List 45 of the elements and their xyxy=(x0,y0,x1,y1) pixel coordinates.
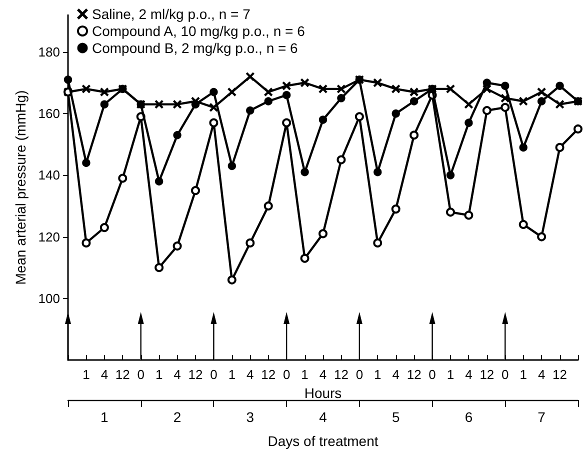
x-tick-label: 0 xyxy=(502,367,509,382)
x-tick-label: 12 xyxy=(115,367,130,382)
x-tick-label: 4 xyxy=(465,367,472,382)
x-tick-label: 4 xyxy=(392,367,400,382)
x-tick-label: 1 xyxy=(520,367,527,382)
x-tick-label: 1 xyxy=(82,367,90,382)
x2-tick-label: 4 xyxy=(319,409,328,425)
x-tick-label: 12 xyxy=(406,367,422,382)
x-tick-label: 0 xyxy=(137,367,144,382)
x-tick-label: 1 xyxy=(374,367,382,382)
x2-tick-label: 2 xyxy=(173,409,182,425)
x-tick-label: 1 xyxy=(228,367,236,382)
x-tick-label: 12 xyxy=(480,367,494,382)
x-tick-label: 1 xyxy=(155,367,163,382)
y-tick-label: 160 xyxy=(38,106,60,122)
x2-axis-title: Days of treatment xyxy=(268,433,378,449)
x-tick-label: 12 xyxy=(334,367,348,382)
x-tick-label: 4 xyxy=(100,367,108,382)
x-tick-label: 1 xyxy=(446,367,454,382)
x2-tick-label: 6 xyxy=(464,409,473,425)
x-tick-label: 12 xyxy=(188,367,203,382)
y-axis-title: Mean arterial pressure (mmHg) xyxy=(12,90,28,285)
x2-tick-label: 7 xyxy=(538,409,546,425)
legend-label: Compound B, 2 mg/kg p.o., n = 6 xyxy=(92,40,298,56)
x-tick-label: 12 xyxy=(261,367,276,382)
y-tick-label: 100 xyxy=(38,290,60,306)
legend-label: Compound A, 10 mg/kg p.o., n = 6 xyxy=(92,23,306,39)
x-tick-label: 4 xyxy=(174,367,181,382)
x-tick-label: 0 xyxy=(282,367,290,382)
x-tick-label: 4 xyxy=(246,367,254,382)
y-tick-label: 180 xyxy=(38,44,60,60)
x-tick-label: 12 xyxy=(552,367,568,382)
y-tick-label: 140 xyxy=(38,168,60,183)
x-tick-label: 0 xyxy=(428,367,436,382)
x-tick-label: 4 xyxy=(319,367,327,382)
x-tick-label: 1 xyxy=(301,367,308,382)
x2-tick-label: 1 xyxy=(100,409,109,425)
y-tick-label: 120 xyxy=(38,229,60,244)
x-axis-title: Hours xyxy=(304,385,342,401)
x2-tick-label: 5 xyxy=(392,409,400,425)
x-tick-label: 0 xyxy=(210,367,218,382)
x-tick-label: 0 xyxy=(356,367,364,382)
x2-tick-label: 3 xyxy=(246,409,254,425)
legend-label: Saline, 2 ml/kg p.o., n = 7 xyxy=(92,6,251,22)
x-tick-label: 4 xyxy=(538,367,546,382)
